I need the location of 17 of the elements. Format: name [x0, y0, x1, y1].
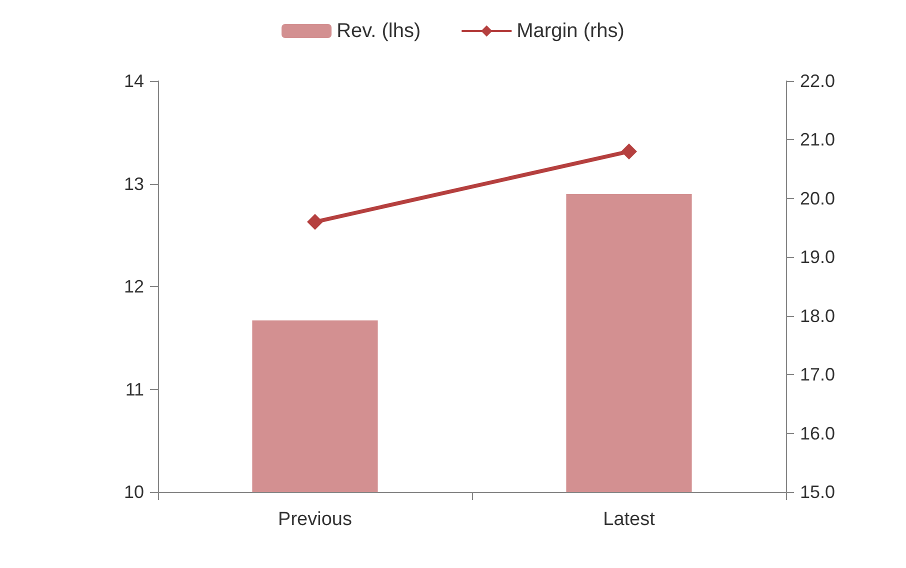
legend-label: Rev. (lhs) [336, 20, 421, 42]
x-tick-label: Latest [603, 509, 656, 530]
legend-label: Margin (rhs) [516, 20, 624, 42]
y2-tick-label: 21.0 [800, 130, 836, 150]
y2-tick-label: 22.0 [800, 71, 836, 91]
y2-tick-label: 19.0 [800, 247, 836, 268]
y-tick-label: 10 [124, 482, 144, 502]
y-tick-label: 13 [124, 174, 144, 194]
y2-tick-label: 18.0 [800, 306, 836, 326]
y2-tick-label: 20.0 [800, 188, 836, 208]
y2-tick-label: 17.0 [800, 364, 836, 385]
y2-tick-label: 16.0 [800, 423, 836, 444]
y-tick-label: 14 [124, 71, 144, 91]
y-tick-label: 12 [124, 276, 144, 296]
y2-tick-label: 15.0 [800, 482, 836, 502]
y-tick-label: 11 [125, 379, 144, 400]
x-tick-label: Previous [278, 509, 352, 530]
